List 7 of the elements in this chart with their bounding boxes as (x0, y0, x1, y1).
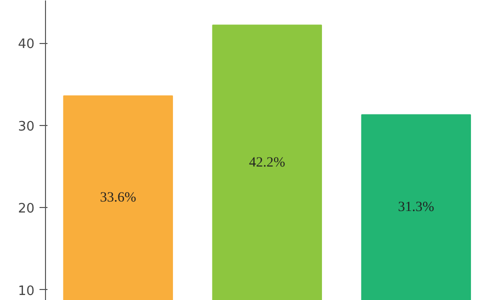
y-tick-label: 20 (18, 202, 35, 217)
y-tick-label: 30 (18, 119, 35, 134)
data-label: 31.3% (398, 200, 434, 216)
y-tick-label: 40 (18, 37, 35, 52)
data-label: 33.6% (100, 190, 136, 206)
y-tick-label: 10 (18, 284, 35, 299)
data-label: 42.2% (248, 155, 286, 170)
